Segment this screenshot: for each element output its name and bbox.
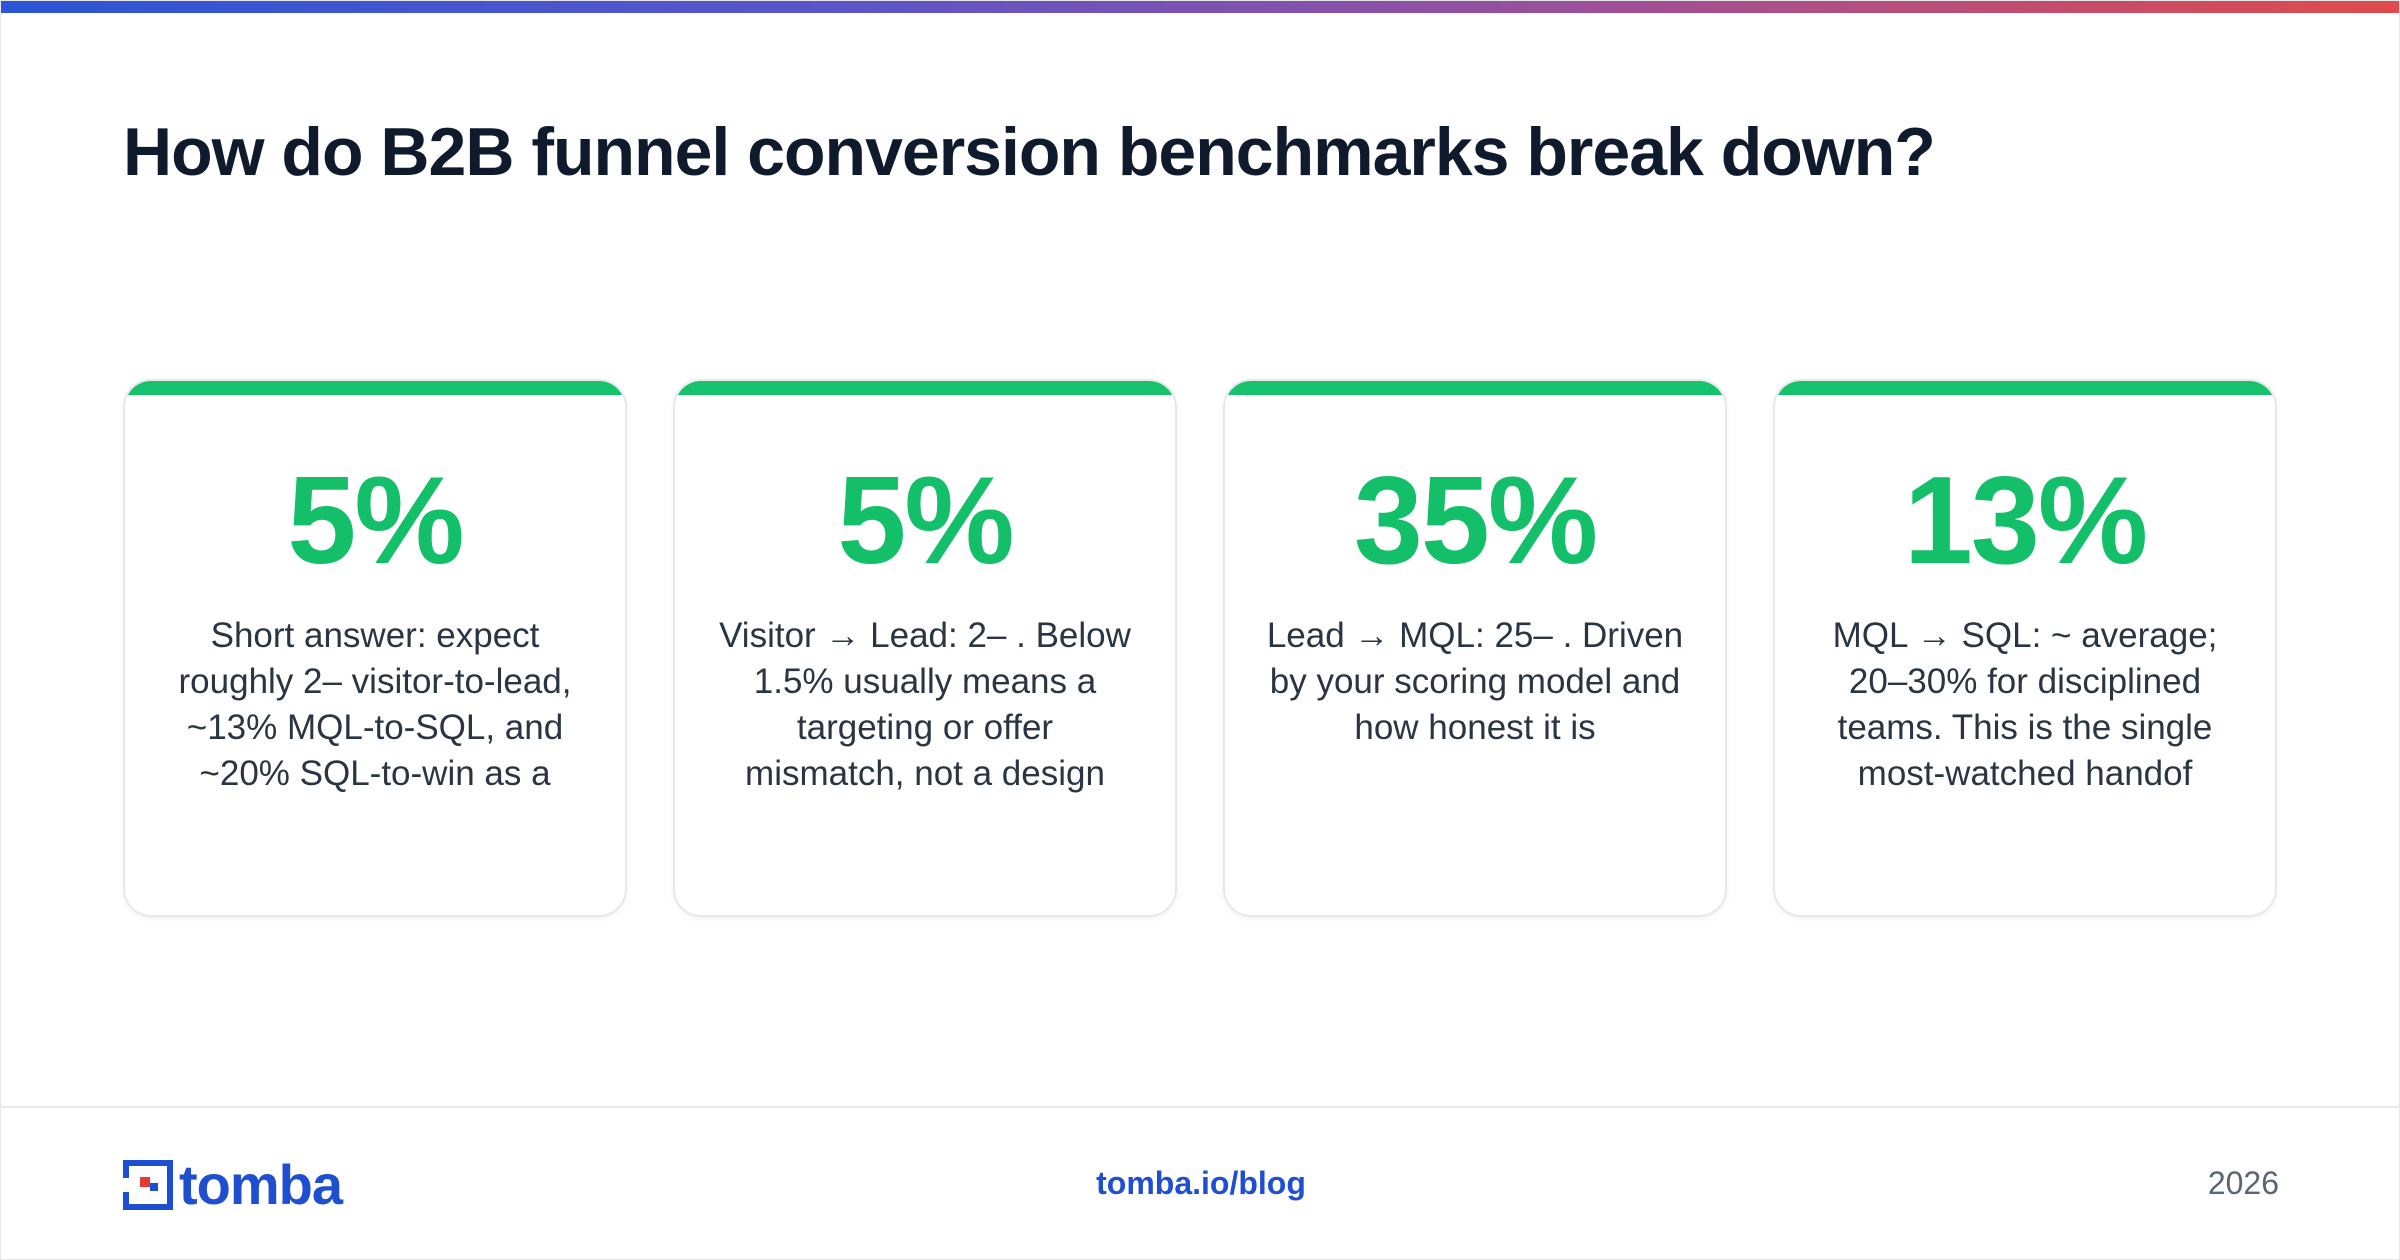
- page-title: How do B2B funnel conversion benchmarks …: [123, 114, 1936, 190]
- stat-value: 35%: [1353, 452, 1598, 590]
- stat-description: Short answer: expect roughly 2– visitor-…: [178, 616, 572, 793]
- stat-card-visitor-to-lead-summary: 5% Short answer: expect roughly 2– visit…: [123, 379, 627, 917]
- top-gradient-bar: [1, 1, 2399, 13]
- stat-card-visitor-to-lead: 5% Visitor → Lead: 2– . Below 1.5% usual…: [673, 379, 1177, 917]
- stat-description: Lead → MQL: 25– . Driven by your scoring…: [1266, 616, 1684, 747]
- blog-link[interactable]: tomba.io/blog: [1096, 1165, 1306, 1201]
- stat-cards: 5% Short answer: expect roughly 2– visit…: [123, 379, 2279, 919]
- stat-description: Visitor → Lead: 2– . Below 1.5% usually …: [719, 616, 1131, 793]
- stat-value: 5%: [837, 452, 1014, 590]
- tomba-logo[interactable]: tomba: [123, 1153, 343, 1216]
- footer-year: 2026: [2207, 1165, 2279, 1201]
- stat-value: 13%: [1903, 452, 2148, 590]
- footer-divider: [1, 1106, 2399, 1108]
- stat-card-lead-to-mql: 35% Lead → MQL: 25– . Driven by your sco…: [1223, 379, 1727, 917]
- tomba-logo-icon: [123, 1160, 173, 1210]
- logo-text: tomba: [179, 1153, 343, 1216]
- stat-value: 5%: [287, 452, 464, 590]
- stat-description: MQL → SQL: ~ average; 20–30% for discipl…: [1832, 616, 2218, 793]
- stat-card-mql-to-sql: 13% MQL → SQL: ~ average; 20–30% for dis…: [1773, 379, 2277, 917]
